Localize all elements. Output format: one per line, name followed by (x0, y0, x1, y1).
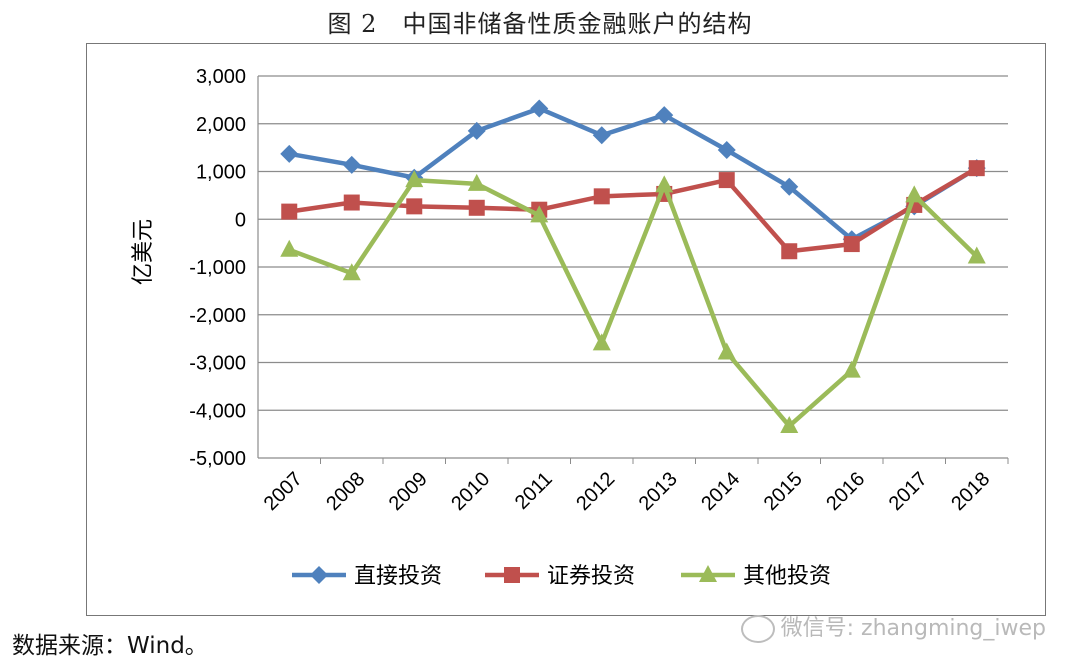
data-point-series-3 (342, 263, 361, 281)
data-point-series-2 (843, 236, 860, 253)
legend-marker-2 (504, 567, 520, 583)
x-tick-label: 2017 (885, 468, 932, 515)
data-point-series-3 (467, 173, 486, 191)
watermark-text: 微信号: zhangming_iwep (780, 616, 1046, 641)
data-point-series-1 (342, 155, 361, 174)
legend-marker-3 (699, 565, 717, 582)
x-tick-label: 2015 (760, 468, 807, 515)
legend-marker-1 (310, 566, 328, 584)
figure-title: 图 2 中国非储备性质金融账户的结构 (327, 10, 753, 38)
x-tick-label: 2016 (822, 468, 869, 515)
data-point-series-1 (467, 121, 486, 140)
data-point-series-3 (780, 416, 799, 434)
data-point-series-3 (967, 246, 986, 264)
data-point-series-3 (717, 342, 736, 360)
x-tick-label: 2011 (511, 468, 557, 514)
x-tick-label: 2013 (635, 468, 682, 515)
data-point-series-2 (406, 198, 423, 215)
data-point-series-2 (343, 194, 360, 211)
watermark: 微信号: zhangming_iwep (740, 610, 1046, 643)
legend-label-3: 其他投资 (743, 564, 831, 589)
data-point-series-2 (781, 243, 798, 260)
data-point-series-3 (530, 205, 549, 223)
series-line-1 (288, 106, 978, 242)
legend-label-2: 证券投资 (547, 564, 635, 589)
data-point-series-1 (280, 144, 299, 163)
y-tick-label: -2,000 (189, 305, 246, 327)
wechat-icon (740, 615, 775, 643)
y-axis-title: 亿美元 (131, 219, 156, 285)
y-tick-label: 1,000 (196, 162, 246, 184)
data-point-series-3 (405, 170, 424, 188)
data-point-series-3 (842, 360, 861, 378)
x-tick-label: 2007 (260, 468, 307, 515)
data-point-series-1 (717, 141, 736, 160)
legend-label-1: 直接投资 (354, 564, 442, 589)
data-point-series-2 (593, 188, 610, 205)
x-tick-label: 2008 (322, 468, 369, 515)
data-point-series-3 (280, 239, 299, 257)
data-point-series-1 (592, 126, 611, 145)
data-point-series-3 (592, 333, 611, 351)
data-point-series-1 (530, 99, 549, 118)
data-point-series-3 (905, 185, 924, 203)
data-point-series-2 (718, 172, 735, 189)
data-point-series-2 (281, 203, 298, 220)
x-tick-label: 2014 (697, 468, 744, 515)
data-point-series-2 (468, 199, 485, 216)
y-tick-label: -1,000 (189, 257, 246, 279)
data-point-series-2 (968, 160, 985, 177)
x-tick-label: 2009 (385, 468, 432, 515)
y-tick-label: -4,000 (189, 400, 246, 422)
source-note: 数据来源：Wind。 (12, 633, 208, 659)
x-tick-label: 2010 (447, 468, 494, 515)
y-tick-label: 2,000 (196, 114, 246, 136)
series-line-3 (288, 177, 979, 429)
data-point-series-1 (655, 106, 674, 125)
y-tick-label: 0 (235, 209, 246, 231)
x-tick-label: 2018 (947, 468, 994, 515)
data-point-series-3 (655, 175, 674, 193)
chart-frame (86, 43, 1046, 616)
x-tick-label: 2012 (572, 468, 619, 515)
y-tick-label: -5,000 (189, 448, 246, 470)
y-tick-label: -3,000 (189, 353, 246, 375)
y-tick-label: 3,000 (196, 66, 246, 88)
series-line-2 (288, 166, 978, 254)
data-point-series-1 (780, 177, 799, 196)
